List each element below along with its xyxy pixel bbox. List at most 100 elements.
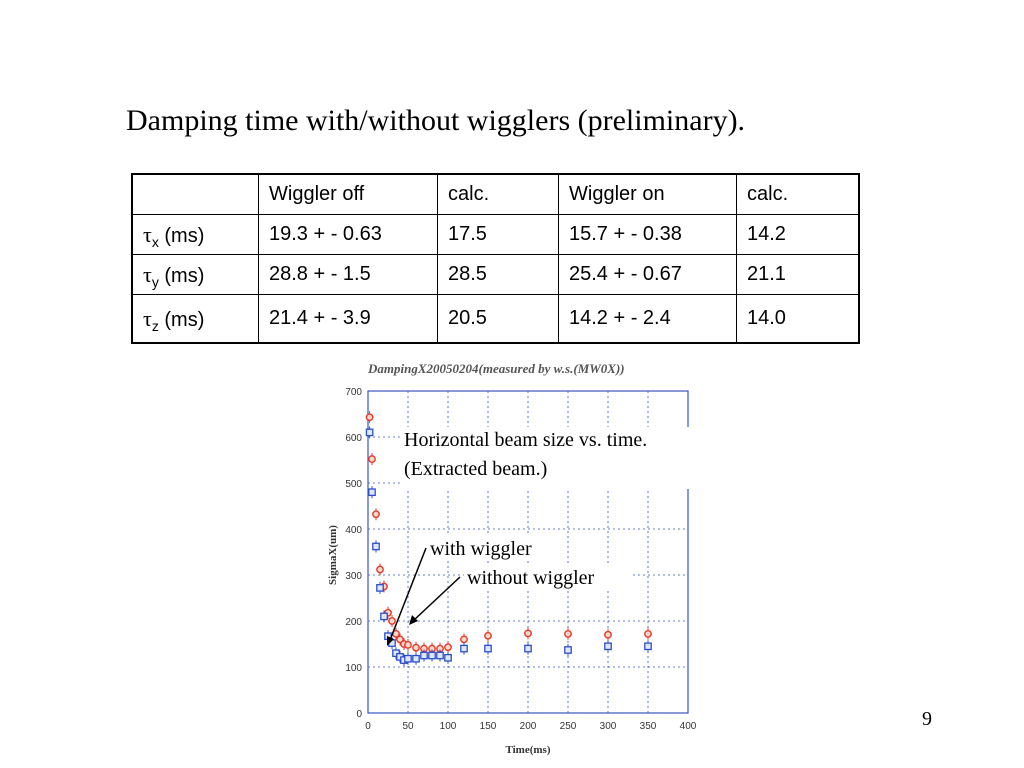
table-cell: 28.5 bbox=[437, 254, 559, 295]
without-wiggler-label-bg bbox=[464, 565, 632, 589]
x-tick-label: 50 bbox=[402, 721, 414, 732]
data-point-with-wiggler bbox=[460, 644, 468, 653]
table-cell: 20.5 bbox=[437, 294, 559, 344]
data-point-with-wiggler bbox=[484, 644, 492, 653]
data-point-without-wiggler bbox=[404, 641, 412, 649]
table-cell: 14.0 bbox=[736, 294, 860, 344]
y-tick-label: 500 bbox=[345, 479, 362, 490]
table-row: τy (ms) 28.8 + - 1.5 28.5 25.4 + - 0.67 … bbox=[131, 254, 860, 295]
table-cell: 25.4 + - 0.67 bbox=[558, 254, 737, 295]
with-wiggler-arrow bbox=[389, 547, 427, 641]
data-point-without-wiggler bbox=[444, 643, 452, 652]
table-cell: 28.8 + - 1.5 bbox=[258, 254, 438, 295]
tau-subscript: y bbox=[151, 273, 159, 290]
tau-symbol: τ bbox=[143, 261, 152, 287]
x-tick-label: 250 bbox=[560, 721, 577, 732]
damping-time-table: Wiggler off calc. Wiggler on calc. τx (m… bbox=[131, 173, 860, 344]
row-unit: (ms) bbox=[158, 308, 205, 331]
mark-layer bbox=[365, 411, 652, 667]
table-cell: 14.2 bbox=[736, 214, 860, 255]
tau-subscript: x bbox=[151, 233, 159, 250]
data-point-with-wiggler bbox=[372, 542, 380, 551]
table-header-cell bbox=[131, 173, 259, 215]
data-point-without-wiggler bbox=[388, 617, 396, 625]
y-axis-label: SigmaX(um) bbox=[327, 525, 339, 585]
table-header-cell: calc. bbox=[736, 173, 860, 215]
data-point-with-wiggler bbox=[368, 488, 376, 497]
data-point-without-wiggler bbox=[460, 635, 468, 644]
data-point-without-wiggler bbox=[376, 565, 384, 574]
x-tick-label: 300 bbox=[600, 721, 617, 732]
caption-line-2: (Extracted beam.) bbox=[404, 458, 547, 480]
slide-title: Damping time with/without wigglers (prel… bbox=[126, 104, 746, 137]
x-tick-label: 0 bbox=[365, 721, 371, 732]
data-point-without-wiggler bbox=[644, 629, 652, 638]
x-tick-label: 200 bbox=[520, 721, 537, 732]
table-row: τz (ms) 21.4 + - 3.9 20.5 14.2 + - 2.4 1… bbox=[131, 294, 860, 344]
x-tick-label: 350 bbox=[640, 721, 657, 732]
data-point-without-wiggler bbox=[368, 455, 376, 463]
row-label: τz (ms) bbox=[131, 294, 259, 344]
caption-line-1: Horizontal beam size vs. time. bbox=[404, 429, 647, 451]
data-point-with-wiggler bbox=[404, 654, 412, 663]
table-header-cell: Wiggler off bbox=[258, 173, 438, 215]
y-tick-label: 400 bbox=[345, 525, 362, 536]
tau-symbol: τ bbox=[143, 221, 152, 247]
with-wiggler-label-bg bbox=[426, 536, 558, 560]
tick-layer: 0 50 100 150 200 250 300 350 400 0 100 200 300 400 500… bbox=[345, 387, 696, 732]
row-unit: (ms) bbox=[158, 264, 205, 287]
with-wiggler-label: with wiggler bbox=[430, 538, 532, 560]
without-wiggler-arrow bbox=[413, 576, 461, 621]
with-wiggler-arrowhead bbox=[387, 636, 394, 646]
table-header-cell: calc. bbox=[437, 173, 559, 215]
x-axis-label: Time(ms) bbox=[505, 744, 550, 756]
data-point-without-wiggler bbox=[412, 643, 420, 652]
data-point-with-wiggler bbox=[524, 644, 532, 653]
chart-svg: DampingX20050204(measured by w.s.(MW0X))… bbox=[327, 361, 712, 756]
data-point-with-wiggler bbox=[436, 651, 444, 660]
tau-symbol: τ bbox=[143, 305, 152, 331]
data-point-with-wiggler bbox=[444, 653, 452, 662]
data-point-with-wiggler bbox=[644, 642, 652, 651]
data-point-with-wiggler bbox=[564, 646, 572, 654]
y-tick-label: 100 bbox=[345, 663, 362, 674]
data-point-without-wiggler bbox=[604, 630, 612, 639]
x-tick-label: 400 bbox=[680, 721, 697, 732]
data-point-with-wiggler bbox=[380, 612, 388, 621]
data-point-without-wiggler bbox=[372, 510, 380, 519]
table-cell: 19.3 + - 0.63 bbox=[258, 214, 438, 255]
without-wiggler-label: without wiggler bbox=[467, 567, 595, 589]
row-label: τx (ms) bbox=[131, 214, 259, 255]
y-tick-label: 200 bbox=[345, 617, 362, 628]
without-wiggler-arrowhead bbox=[409, 615, 418, 625]
table-header-cell: Wiggler on bbox=[558, 173, 737, 215]
row-unit: (ms) bbox=[158, 224, 205, 247]
data-point-without-wiggler bbox=[524, 629, 532, 638]
data-point-with-wiggler bbox=[604, 642, 612, 651]
data-point-with-wiggler bbox=[420, 651, 428, 660]
damping-chart: DampingX20050204(measured by w.s.(MW0X))… bbox=[320, 355, 712, 760]
tau-subscript: z bbox=[151, 317, 159, 334]
table-cell: 21.1 bbox=[736, 254, 860, 295]
table-cell: 14.2 + - 2.4 bbox=[558, 294, 737, 344]
y-tick-label: 0 bbox=[356, 709, 362, 720]
data-point-without-wiggler bbox=[365, 413, 374, 422]
table-row: τx (ms) 19.3 + - 0.63 17.5 15.7 + - 0.38… bbox=[131, 214, 860, 255]
x-tick-label: 150 bbox=[480, 721, 497, 732]
page-number: 9 bbox=[922, 708, 932, 730]
y-tick-label: 600 bbox=[345, 433, 362, 444]
data-point-with-wiggler bbox=[376, 584, 384, 592]
table-cell: 17.5 bbox=[437, 214, 559, 255]
table-cell: 15.7 + - 0.38 bbox=[558, 214, 737, 255]
data-point-without-wiggler bbox=[484, 631, 492, 640]
table-cell: 21.4 + - 3.9 bbox=[258, 294, 438, 344]
row-label: τy (ms) bbox=[131, 254, 259, 295]
y-tick-label: 700 bbox=[345, 387, 362, 398]
data-point-with-wiggler bbox=[412, 654, 420, 663]
data-point-with-wiggler bbox=[365, 428, 374, 437]
table-header-row: Wiggler off calc. Wiggler on calc. bbox=[131, 173, 860, 215]
data-point-with-wiggler bbox=[428, 651, 436, 660]
caption-background bbox=[400, 427, 712, 489]
chart-title: DampingX20050204(measured by w.s.(MW0X)) bbox=[367, 361, 625, 376]
x-tick-label: 100 bbox=[440, 721, 457, 732]
